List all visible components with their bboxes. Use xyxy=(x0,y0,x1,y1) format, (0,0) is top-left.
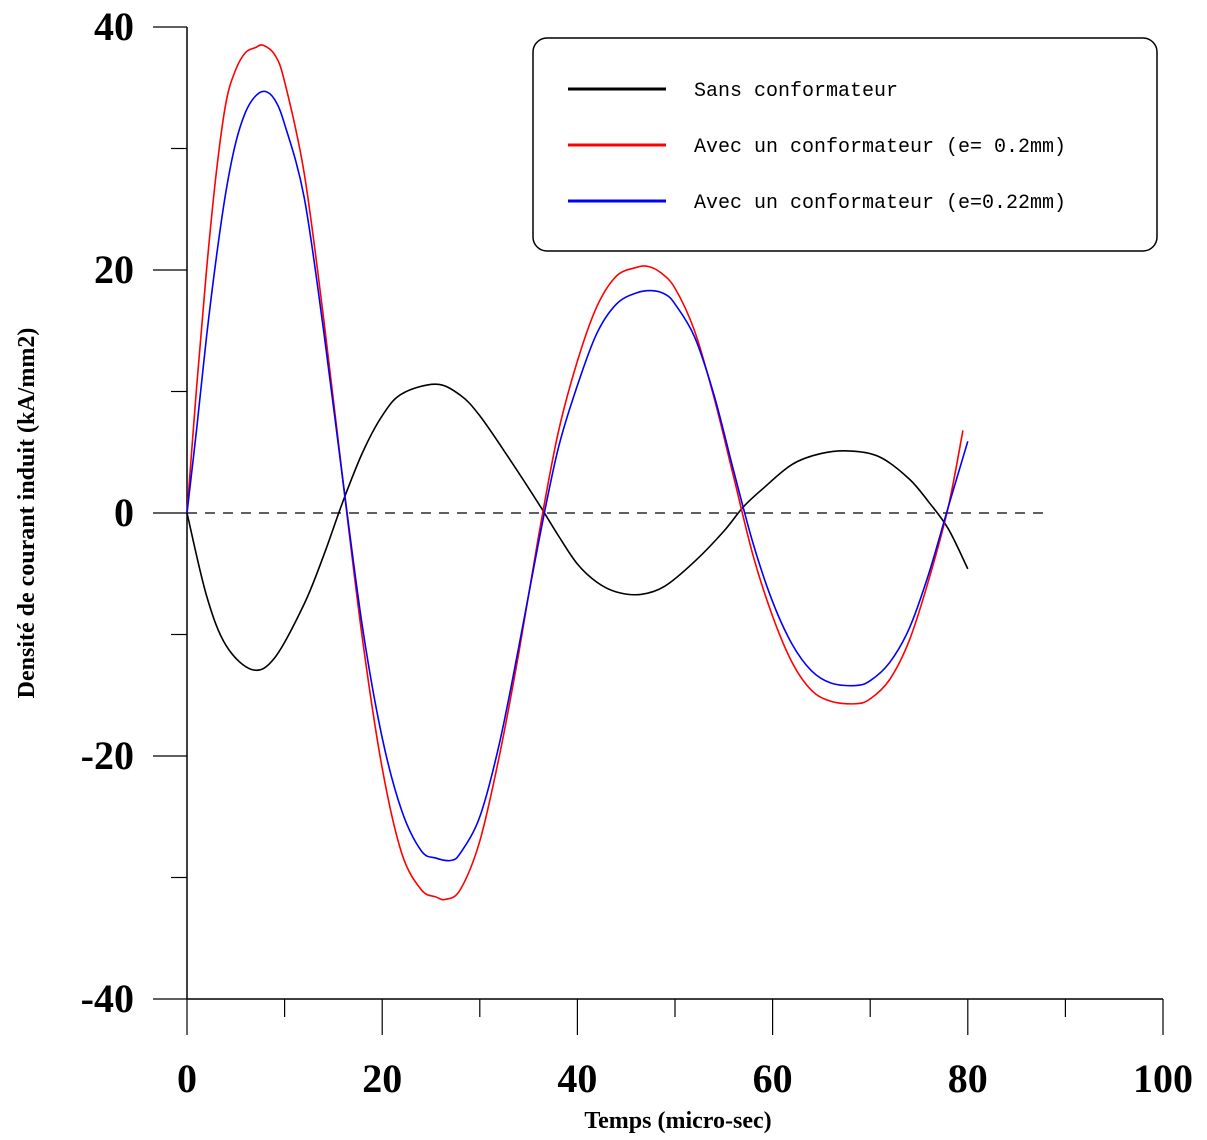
legend-label: Sans conformateur xyxy=(694,80,898,103)
x-tick-label: 40 xyxy=(557,1056,597,1101)
axes: -40 -20 0 20 40 0 20 40 60 80 100 xyxy=(81,4,1193,1101)
x-tick-label: 80 xyxy=(948,1056,988,1101)
legend-label: Avec un conformateur (e= 0.2mm) xyxy=(694,136,1066,159)
series-line-conformateur-0-2mm xyxy=(186,44,964,901)
y-tick-label: 0 xyxy=(114,490,134,535)
x-tick-label: 20 xyxy=(362,1056,402,1101)
y-tick-label: -40 xyxy=(81,976,134,1021)
x-axis-title: Temps (micro-sec) xyxy=(584,1108,771,1134)
y-tick-label: 40 xyxy=(94,4,134,49)
legend: Sans conformateur Avec un conformateur (e… xyxy=(532,37,1158,252)
legend-box xyxy=(532,37,1158,252)
x-tick-label: 60 xyxy=(753,1056,793,1101)
x-tick-label: 0 xyxy=(177,1056,197,1101)
series-line-conformateur-0-22mm xyxy=(186,90,969,862)
series-layer xyxy=(186,44,969,901)
legend-label: Avec un conformateur (e=0.22mm) xyxy=(694,192,1066,215)
y-tick-label: 20 xyxy=(94,247,134,292)
y-axis-title: Densité de courant induit (kA/mm2) xyxy=(14,328,40,699)
y-tick-label: -20 xyxy=(81,733,134,778)
x-tick-label: 100 xyxy=(1133,1056,1193,1101)
series-line-sans-conformateur xyxy=(186,383,969,672)
